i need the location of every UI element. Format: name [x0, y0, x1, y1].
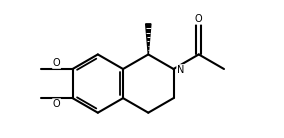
Text: O: O — [53, 99, 60, 109]
Text: N: N — [177, 65, 184, 75]
Text: O: O — [53, 58, 60, 68]
Text: O: O — [195, 14, 202, 24]
Polygon shape — [146, 24, 151, 54]
